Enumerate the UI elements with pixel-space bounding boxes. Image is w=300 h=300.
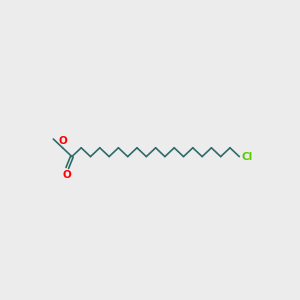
Text: Cl: Cl [241, 152, 252, 162]
Text: O: O [58, 136, 67, 146]
Text: O: O [63, 170, 72, 180]
